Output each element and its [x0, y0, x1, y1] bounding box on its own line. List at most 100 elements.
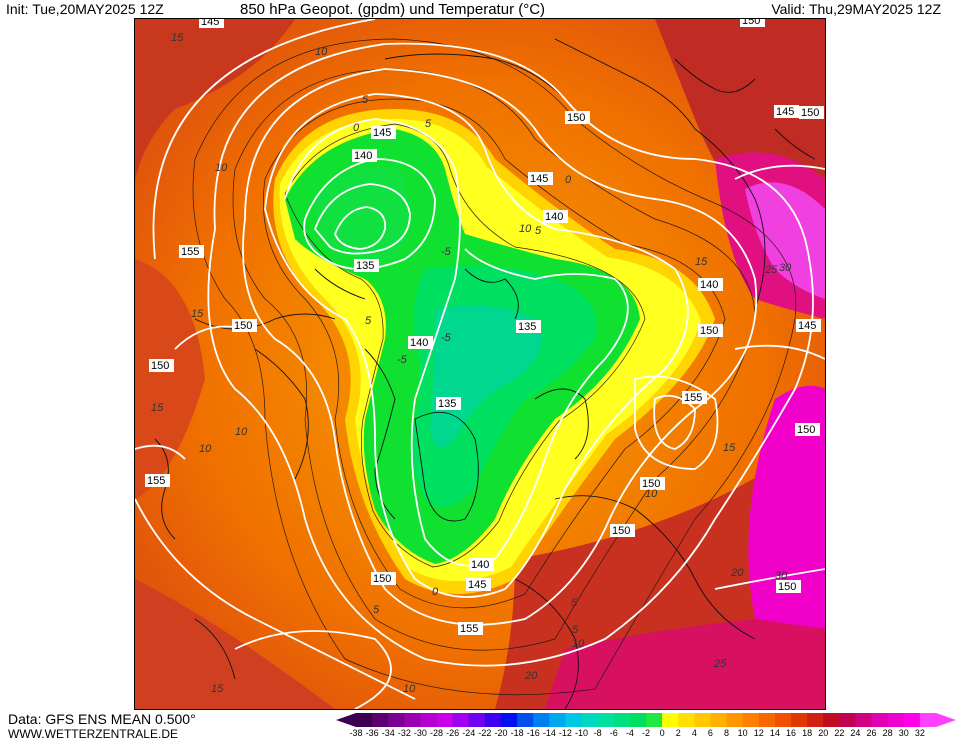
colorbar-swatch: [372, 713, 389, 727]
temperature-label: 0: [432, 586, 439, 598]
svg-text:135: 135: [438, 398, 456, 410]
colorbar-tick-label: 26: [866, 728, 877, 738]
colorbar-tick-label: -20: [494, 728, 508, 738]
colorbar-tick-label: 2: [675, 728, 681, 738]
geopotential-label: 150: [565, 111, 590, 124]
geopotential-label: 150: [371, 572, 396, 585]
colorbar-tick-label: 18: [802, 728, 813, 738]
colorbar-tick-label: -32: [397, 728, 411, 738]
colorbar-tick-label: -10: [575, 728, 589, 738]
temperature-label: 10: [645, 488, 658, 500]
geopotential-label: 145: [199, 19, 224, 28]
geopotential-label: 135: [354, 259, 379, 272]
colorbar-tick-label: -2: [641, 728, 651, 738]
colorbar-swatch: [774, 713, 792, 727]
colorbar-arrow-right: [936, 713, 956, 727]
svg-text:155: 155: [181, 246, 199, 258]
geopotential-label: 155: [179, 245, 204, 258]
svg-text:140: 140: [354, 150, 372, 162]
svg-text:155: 155: [460, 623, 478, 635]
temperature-label: 5: [425, 118, 432, 130]
geopotential-label: 140: [469, 558, 494, 571]
hot-core-ne: [745, 182, 825, 299]
colorbar-tick-label: 0: [659, 728, 665, 738]
colorbar-swatch: [903, 713, 921, 727]
colorbar-swatch: [807, 713, 824, 727]
warm-region-nw: [135, 19, 295, 179]
geopotential-label: 140: [698, 278, 723, 291]
colorbar-tick-label: -22: [478, 728, 492, 738]
temperature-label: 15: [191, 308, 204, 320]
colorbar-swatch: [726, 713, 744, 727]
colorbar-swatch: [436, 713, 454, 727]
geopotential-label: 150: [698, 324, 723, 337]
svg-text:150: 150: [642, 478, 660, 490]
colorbar-tick-label: 32: [914, 728, 925, 738]
temperature-label: -5: [441, 332, 452, 344]
colorbar-swatch: [452, 713, 470, 727]
colorbar-swatch: [613, 713, 631, 727]
colorbar-swatch: [484, 713, 502, 727]
temperature-label: 5: [365, 315, 372, 327]
colorbar-swatch: [404, 713, 421, 727]
geopotential-label: 140: [352, 149, 377, 162]
website-link[interactable]: WWW.WETTERZENTRALE.DE: [8, 727, 178, 741]
geopotential-label: 150: [795, 423, 820, 436]
colorbar-tick-label: 22: [834, 728, 845, 738]
colorbar-swatch: [565, 713, 583, 727]
colorbar-tick-label: -24: [462, 728, 476, 738]
colorbar-tick-label: -26: [446, 728, 460, 738]
geopotential-label: 145: [774, 105, 799, 118]
svg-text:150: 150: [567, 112, 585, 124]
colorbar-swatch: [629, 713, 647, 727]
svg-text:145: 145: [201, 19, 219, 28]
geopotential-label: 150: [149, 359, 174, 372]
colorbar-swatch: [791, 713, 808, 727]
colorbar-swatch: [742, 713, 760, 727]
geopotential-label: 150: [740, 19, 765, 27]
geopotential-label: 140: [408, 336, 433, 349]
valid-time: Valid: Thu,29MAY2025 12Z: [771, 1, 941, 17]
weather-map: 145 150 140 145 140 135 155 150 150 140 135 145 150 1…: [134, 18, 826, 710]
svg-text:150: 150: [151, 360, 169, 372]
cold-core-teal: [430, 305, 542, 447]
colorbar-swatch: [420, 713, 438, 727]
colorbar-swatch: [823, 713, 840, 727]
hot-region-s: [545, 619, 825, 709]
svg-text:140: 140: [471, 559, 489, 571]
geopotential-label: 145: [371, 126, 396, 139]
colorbar-swatch: [549, 713, 566, 727]
geopotential-label: 150: [799, 106, 824, 119]
temperature-label: 5: [373, 604, 380, 616]
temperature-label: 10: [199, 443, 212, 455]
geopotential-label: 150: [610, 524, 635, 537]
colorbar-swatch: [758, 713, 776, 727]
colorbar-tick-label: -8: [593, 728, 602, 738]
temperature-label: 25: [764, 264, 778, 276]
geopotential-label: 150: [776, 580, 801, 593]
temperature-label: 25: [713, 658, 727, 670]
colorbar-tick-label: 30: [898, 728, 909, 738]
svg-text:150: 150: [778, 581, 796, 593]
colorbar-labels: -38 -36 -34 -32 -30 -28 -26 -24 -22 -20 -18 -16 -14-…: [334, 728, 954, 740]
temperature-label: -5: [397, 354, 408, 366]
geopotential-label: 155: [682, 391, 707, 404]
geopotential-label: 150: [232, 319, 257, 332]
svg-text:150: 150: [742, 19, 760, 27]
init-time: Init: Tue,20MAY2025 12Z: [6, 1, 164, 17]
map-svg: 1451501401451401351551501501401351451501…: [135, 19, 825, 709]
colorbar-tick-label: 24: [850, 728, 861, 738]
svg-text:150: 150: [801, 107, 819, 119]
temperature-label: 15: [695, 256, 708, 268]
colorbar-swatch: [694, 713, 711, 727]
geopotential-label: 150: [640, 477, 665, 490]
colorbar-swatch: [388, 713, 405, 727]
svg-text:150: 150: [797, 424, 815, 436]
warm-region-sw: [135, 579, 335, 709]
svg-text:145: 145: [373, 127, 391, 139]
warm-region-w: [135, 259, 205, 499]
colorbar-tick-label: 28: [882, 728, 893, 738]
colorbar-swatch: [501, 713, 518, 727]
colorbar-tick-label: -18: [510, 728, 524, 738]
